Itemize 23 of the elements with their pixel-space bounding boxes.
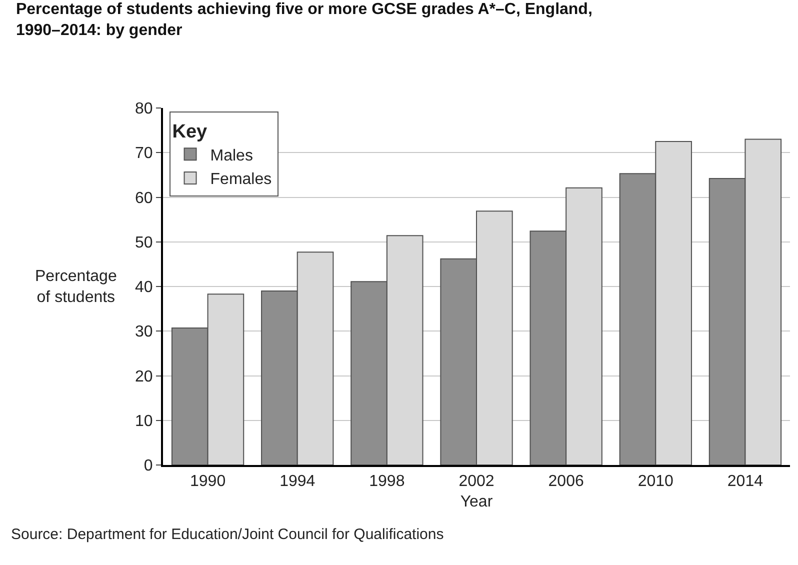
x-tick-label: 1998 [369, 473, 405, 490]
y-tick-label: 0 [144, 458, 153, 475]
chart-title: Percentage of students achieving five or more GCSE grades A*–C, England, 1990–2014: by gender [16, 1, 592, 39]
x-tick-label: 2014 [727, 473, 764, 490]
legend-label: Males [210, 147, 253, 164]
x-tick-label: 2006 [548, 473, 584, 490]
y-tick-label: 10 [135, 412, 153, 430]
x-tick-label: 1990 [190, 473, 226, 490]
x-tick-label: 1994 [280, 473, 316, 490]
y-tick-label: 20 [135, 368, 153, 386]
source-note: Source: Department for Education/Joint Council for Qualifications [11, 526, 444, 543]
y-axis-title: Percentage of students [35, 268, 117, 306]
y-tick-label: 30 [135, 324, 153, 341]
y-tick-label: 40 [135, 279, 153, 296]
y-tick-label: 60 [135, 190, 153, 207]
x-axis-title: Year [460, 493, 494, 510]
x-tick-label: 2002 [458, 473, 494, 490]
y-tick-label: 70 [135, 145, 153, 162]
y-tick-label: 50 [135, 234, 153, 252]
x-tick-label: 2010 [638, 473, 674, 490]
legend-label: Females [210, 171, 272, 188]
legend-title: Key [172, 121, 208, 142]
y-tick-label: 80 [135, 100, 153, 118]
